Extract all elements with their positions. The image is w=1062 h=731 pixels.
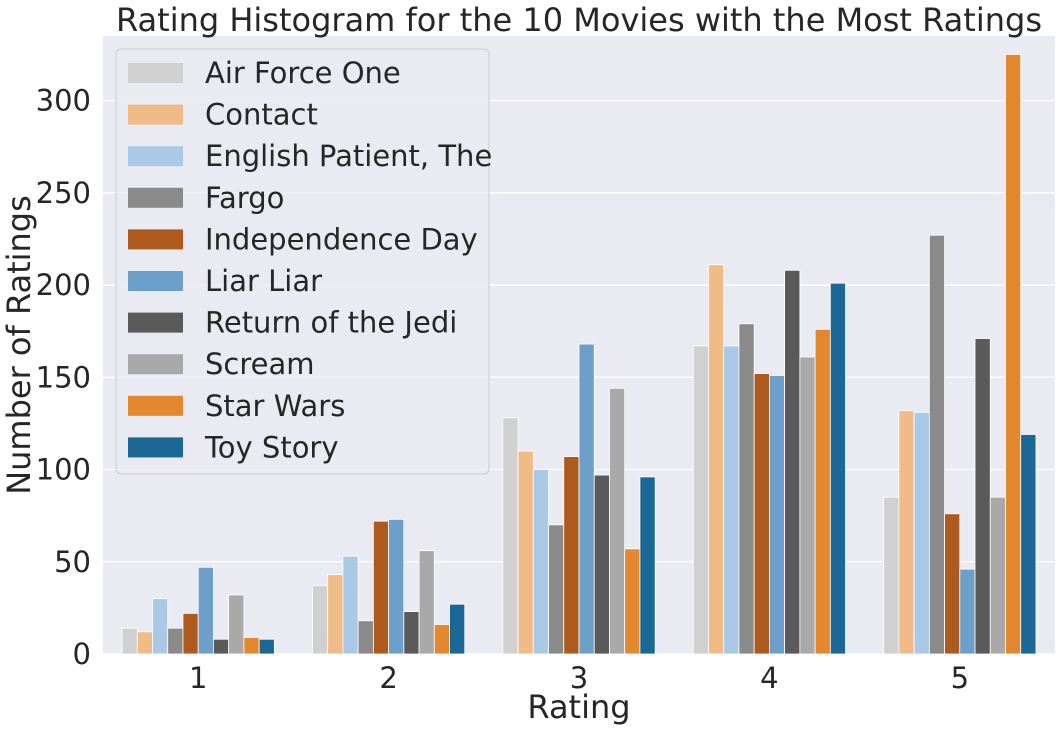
y-axis-label: Number of Ratings: [0, 195, 38, 495]
y-tick-label: 150: [36, 360, 91, 394]
bar: [578, 343, 595, 655]
bar: [784, 269, 801, 655]
legend-label: English Patient, The: [205, 139, 492, 173]
bar: [182, 613, 199, 655]
legend-label: Star Wars: [205, 389, 345, 423]
y-tick-labels: 0 50 100 150 200 250 300: [36, 84, 91, 671]
bar: [609, 387, 626, 655]
bar: [388, 518, 405, 655]
legend-swatch: [128, 187, 183, 208]
bar: [403, 611, 420, 655]
bar: [738, 323, 755, 655]
y-tick-label: 300: [36, 84, 91, 118]
legend-swatch: [128, 146, 183, 167]
y-tick-label: 50: [54, 545, 91, 579]
x-tick-label: 2: [379, 661, 397, 695]
x-tick-labels: 1 2 3 4 5: [189, 661, 969, 695]
bar: [228, 594, 245, 655]
legend-swatch: [128, 395, 183, 416]
legend-swatch: [128, 271, 183, 291]
bar: [799, 356, 816, 655]
bars: [121, 54, 1037, 655]
y-tick-label: 200: [36, 268, 91, 302]
bar: [944, 513, 961, 655]
bar: [829, 282, 846, 655]
bar: [639, 476, 656, 655]
bar: [213, 638, 230, 655]
bar: [708, 264, 725, 655]
legend-label: Scream: [205, 347, 315, 381]
x-tick-label: 4: [760, 661, 778, 695]
legend-swatch: [128, 437, 183, 458]
bar: [1005, 54, 1022, 655]
bar: [913, 411, 930, 655]
bar: [258, 638, 275, 655]
x-tick-label: 5: [951, 661, 969, 695]
bar: [753, 373, 770, 655]
legend-swatch: [128, 354, 183, 375]
legend-label: Return of the Jedi: [205, 306, 457, 340]
bar: [136, 631, 153, 655]
y-tick-label: 100: [36, 453, 91, 487]
bar: [959, 568, 976, 655]
y-tick-label: 250: [36, 176, 91, 210]
legend-frame: [115, 48, 490, 475]
legend-label: Air Force One: [205, 56, 401, 90]
y-tick-label: 0: [73, 637, 91, 671]
bar: [989, 496, 1006, 655]
legend-label: Liar Liar: [205, 264, 322, 298]
bar: [593, 474, 610, 655]
bar: [898, 410, 915, 655]
legend-swatch: [128, 63, 183, 83]
x-tick-label: 3: [570, 661, 588, 695]
bar: [723, 345, 740, 655]
bar: [121, 627, 138, 655]
legend-label: Fargo: [205, 181, 284, 215]
legend-label: Toy Story: [204, 430, 339, 464]
bar: [814, 328, 831, 655]
bar: [342, 555, 359, 655]
bar: [548, 524, 565, 655]
bar: [1020, 434, 1037, 655]
bar: [433, 624, 450, 655]
bar: [502, 417, 519, 655]
bar: [624, 548, 641, 655]
bar: [532, 469, 549, 655]
x-tick-label: 1: [189, 661, 207, 695]
bar: [357, 620, 374, 655]
legend-label: Contact: [205, 98, 318, 132]
legend-swatch: [128, 229, 183, 250]
bar: [197, 566, 214, 655]
legend-swatch: [128, 104, 183, 125]
bar: [769, 375, 786, 655]
bar: [167, 627, 184, 655]
legend-label: Independence Day: [205, 222, 478, 256]
bar: [152, 598, 169, 655]
bar: [243, 636, 260, 655]
bar: [563, 456, 580, 655]
x-axis-label: Rating: [527, 688, 630, 726]
bar: [372, 520, 390, 655]
bar: [312, 585, 329, 655]
chart-title: Rating Histogram for the 10 Movies with …: [116, 1, 1042, 39]
legend: Air Force One Contact English Patient, The…: [115, 48, 492, 475]
bar: [517, 450, 534, 655]
bar: [418, 550, 435, 655]
bar: [327, 574, 344, 655]
bar: [449, 603, 466, 655]
bar: [883, 496, 900, 655]
bar: [928, 234, 945, 655]
bar: [974, 338, 991, 655]
legend-swatch: [128, 312, 183, 333]
bar: [692, 345, 709, 655]
